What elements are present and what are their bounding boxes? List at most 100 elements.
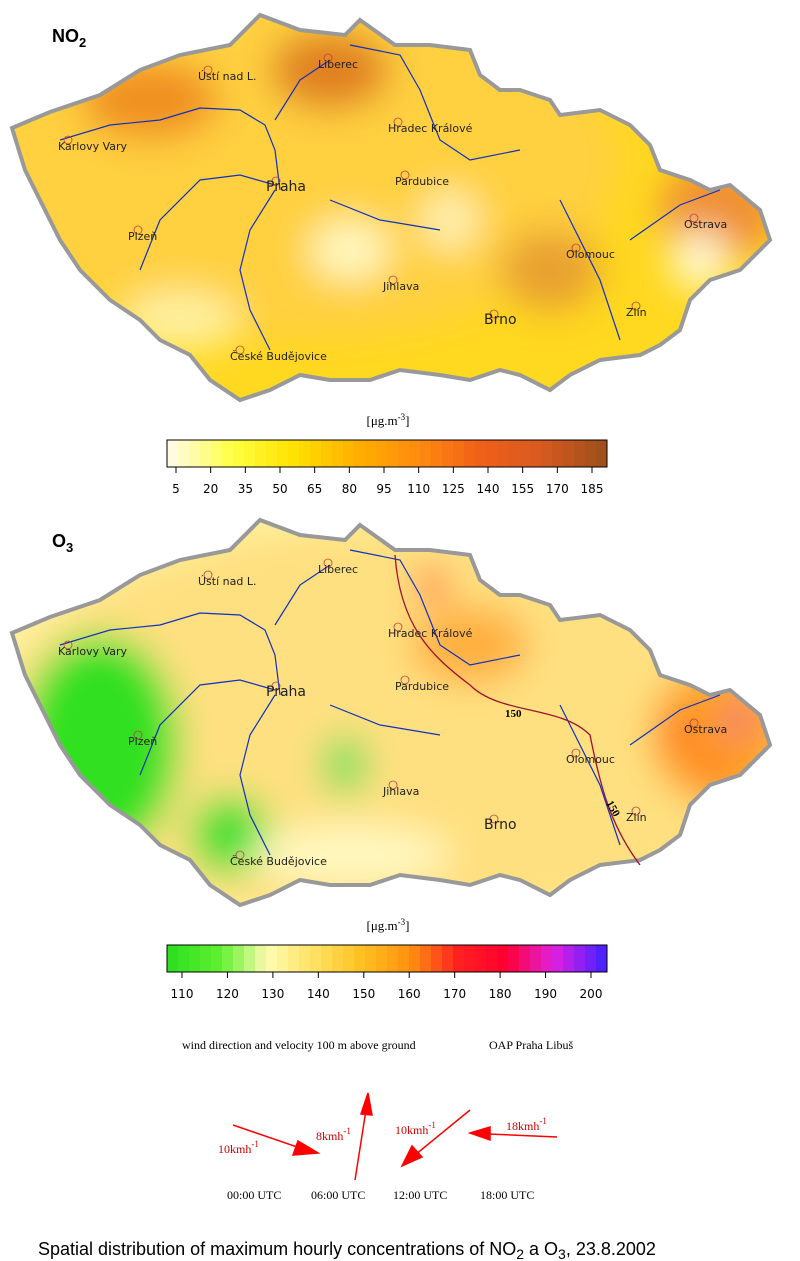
colorbar-tick-label: 150 [352, 987, 375, 1001]
colorbar-tick-label: 5 [172, 482, 180, 496]
city-marker [388, 780, 398, 790]
city-marker [689, 213, 699, 223]
colorbar-cell [332, 440, 344, 467]
field-blob [670, 230, 730, 290]
city-label: Zlín [626, 306, 647, 319]
colorbar-cell [233, 945, 245, 972]
colorbar-cell [321, 440, 333, 467]
unit-label: [μg.m-3] [366, 917, 409, 933]
map-title: O3 [52, 531, 73, 555]
colorbar-cell [299, 440, 311, 467]
city-label: Liberec [318, 58, 358, 71]
colorbar-cell [222, 440, 234, 467]
colorbar-cell [266, 440, 278, 467]
colorbar-cell [189, 945, 201, 972]
city-marker [571, 748, 581, 758]
colorbar-tick-label: 190 [534, 987, 557, 1001]
city-marker [235, 345, 245, 355]
field-blobs [12, 525, 770, 905]
city-label: Jihlava [382, 280, 419, 293]
colorbar-cell [233, 440, 245, 467]
colorbar-cell [519, 945, 531, 972]
colorbar-tick-label: 80 [342, 482, 357, 496]
colorbar-cell [596, 945, 608, 972]
colorbar-cell [464, 945, 476, 972]
colorbar-cell [343, 945, 355, 972]
city-label: Pardubice [395, 680, 449, 693]
title-sub: 3 [66, 540, 73, 555]
city-label: Hradec Králové [388, 627, 473, 640]
unit-label: [μg.m-3] [366, 412, 409, 428]
city-marker [203, 570, 213, 580]
colorbar-cell [244, 945, 256, 972]
city-label: Hradec Králové [388, 122, 473, 135]
city-label: Pardubice [395, 175, 449, 188]
colorbar-tick-label: 200 [580, 987, 603, 1001]
colorbar-tick-label: 160 [398, 987, 421, 1001]
caption-part: , 23.8.2002 [566, 1239, 656, 1259]
speed-label: 10kmh-1 [395, 1120, 436, 1137]
city-label: Olomouc [566, 248, 615, 261]
colorbar-tick-label: 155 [511, 482, 534, 496]
field-blob [670, 719, 694, 747]
colorbar-cell [277, 440, 289, 467]
city-label: Liberec [318, 563, 358, 576]
arrow-head [467, 1125, 491, 1142]
colorbar-cell [299, 945, 311, 972]
colorbar-tick-label: 185 [581, 482, 604, 496]
city-label: Ostrava [684, 218, 727, 231]
colorbar-cell [486, 945, 498, 972]
city-marker [400, 170, 410, 180]
city-label: Olomouc [566, 753, 615, 766]
colorbar-tick-label: 35 [238, 482, 253, 496]
city-marker [400, 675, 410, 685]
city-marker [571, 243, 581, 253]
colorbar-cell [310, 440, 322, 467]
colorbar-tick-label: 50 [272, 482, 287, 496]
speed-unit: -1 [428, 1120, 436, 1130]
concentration-field [12, 15, 770, 400]
colorbar-tick-label: 65 [307, 482, 322, 496]
city-label: Praha [266, 684, 306, 700]
colorbar-cell [453, 945, 465, 972]
colorbar-cell [497, 440, 509, 467]
colorbar-frame [166, 439, 608, 468]
figure-caption: Spatial distribution of maximum hourly c… [38, 1239, 656, 1261]
city-marker [388, 275, 398, 285]
colorbar-cell [552, 945, 564, 972]
speed-unit: -1 [343, 1126, 351, 1136]
field-blob [410, 605, 530, 685]
colorbar-tick-label: 170 [546, 482, 569, 496]
caption-part: Spatial distribution of maximum hourly c… [38, 1239, 516, 1259]
colorbar-cell [255, 945, 267, 972]
colorbar-cell [508, 945, 520, 972]
rivers [59, 549, 721, 856]
rivers [59, 44, 721, 351]
colorbar-cell [585, 945, 597, 972]
city-marker [235, 850, 245, 860]
colorbar-cell [244, 440, 256, 467]
arrow-head [400, 1144, 424, 1168]
arrow [487, 1133, 558, 1138]
unit-text: [μg.m [366, 918, 397, 933]
field-blob [700, 755, 724, 779]
colorbar-cell [486, 440, 498, 467]
city-label: Plzeň [128, 735, 157, 748]
city-label: Brno [484, 817, 517, 833]
city-label: Ústí nad L. [198, 575, 256, 588]
colorbar-tick-label: 120 [216, 987, 239, 1001]
contour-label: 150 [505, 708, 522, 720]
field-blob [500, 230, 600, 310]
city-marker [63, 640, 73, 650]
colorbar-cell [288, 440, 300, 467]
wind-arrows [232, 1092, 558, 1181]
colorbar-cell [167, 945, 179, 972]
city-marker [489, 814, 499, 824]
colorbar-tick-label: 95 [376, 482, 391, 496]
field-blob [320, 735, 370, 795]
colorbar-cell [574, 945, 586, 972]
arrow [354, 1109, 367, 1181]
colorbar-cell [497, 945, 509, 972]
colorbar-tick-label: 125 [442, 482, 465, 496]
city-marker [689, 718, 699, 728]
